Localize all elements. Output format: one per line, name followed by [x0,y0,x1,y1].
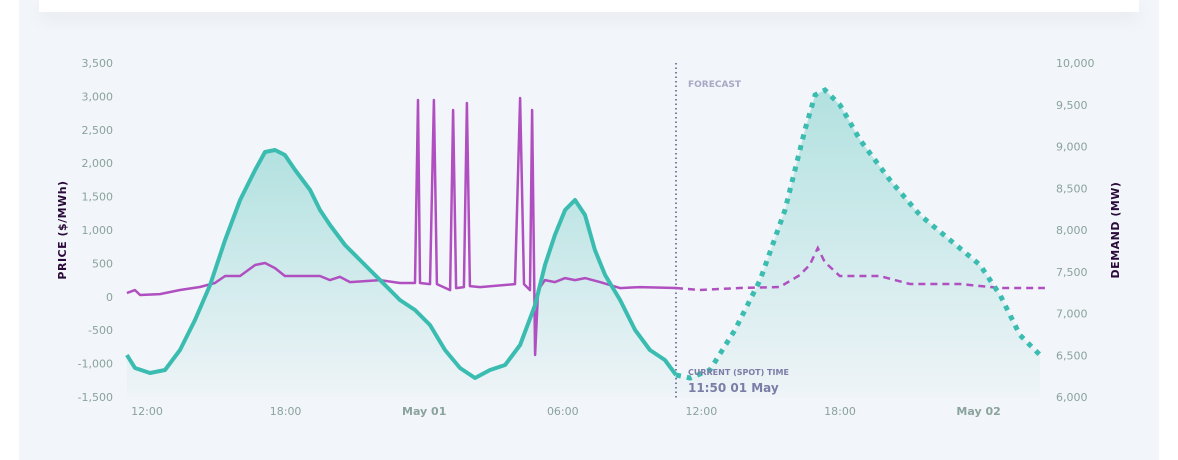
x-tick-label: 12:00 [131,405,163,418]
price-actual-line [126,96,677,357]
y-left-tick-label: 2,000 [82,157,114,170]
current-time-value: 11:50 01 May [688,381,779,395]
x-tick-label: 06:00 [547,405,579,418]
demand-forecast-line [675,86,1042,381]
y-left-tick-label: 0 [106,291,113,304]
y-right-tick-label: 7,000 [1056,308,1088,321]
y-left-tick-label: 1,500 [82,191,114,204]
forecast-label: FORECAST [688,80,742,90]
y-right-tick-label: 9,500 [1056,99,1088,112]
x-tick-label: 18:00 [824,405,856,418]
x-tick-label: 12:00 [686,405,718,418]
demand-actual-area [126,150,676,397]
x-tick-label: May 01 [402,405,446,418]
y-left-tick-label: 3,000 [82,90,114,103]
y-left-tick-label: -1,500 [78,391,113,404]
y-right-tick-label: 7,500 [1056,266,1088,279]
y-left-tick-label: -1,000 [78,358,113,371]
y-right-tick-label: 6,000 [1056,391,1088,404]
y-right-tick-label: 8,000 [1056,224,1088,237]
y-left-tick-label: 1,000 [82,224,114,237]
current-time-label: CURRENT (SPOT) TIME [688,368,789,377]
y-left-tick-label: -500 [88,324,113,337]
y-right-tick-label: 8,500 [1056,182,1088,195]
demand-forecast-area [675,90,1041,397]
y-left-tick-label: 2,500 [82,124,114,137]
y-left-tick-label: 3,500 [82,57,114,70]
x-tick-label: May 02 [956,405,1000,418]
top-panel [39,0,1139,12]
price-forecast-line [675,245,1045,292]
y-right-tick-label: 9,000 [1056,141,1088,154]
y-left-tick-label: 500 [92,257,113,270]
y-right-axis-label: DEMAND (MW) [1109,182,1122,279]
demand-actual-line [125,148,678,380]
x-tick-label: 18:00 [270,405,302,418]
y-right-tick-label: 10,000 [1056,57,1095,70]
y-left-axis-label: PRICE ($/MWh) [56,180,69,279]
y-right-tick-label: 6,500 [1056,349,1088,362]
